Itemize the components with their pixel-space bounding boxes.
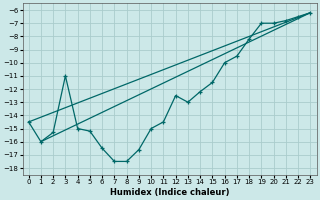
X-axis label: Humidex (Indice chaleur): Humidex (Indice chaleur) [110, 188, 229, 197]
